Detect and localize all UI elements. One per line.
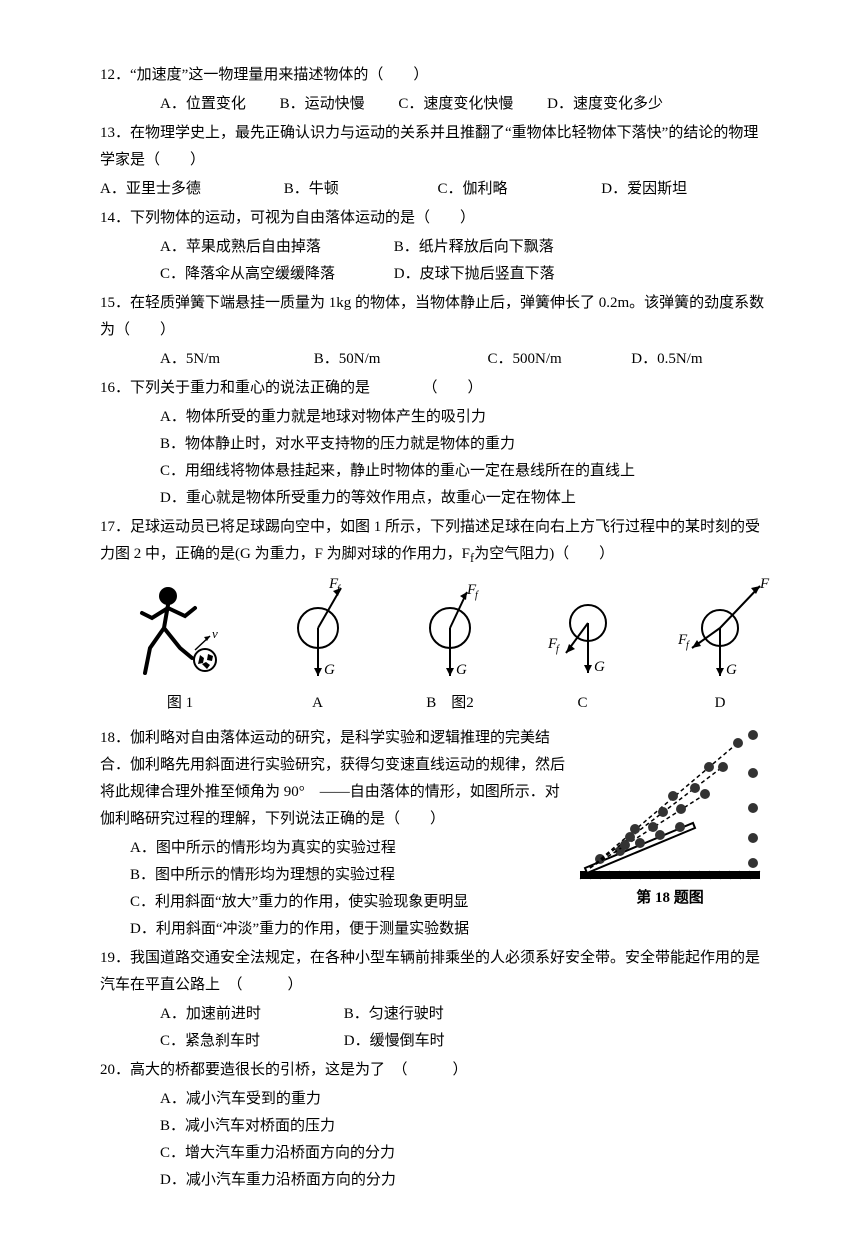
q17-label-b: B <box>426 695 436 711</box>
q17-stem-part2: 为空气阻力)（ ） <box>474 546 614 562</box>
q19-opt-d: D．缓慢倒车时 <box>344 1033 445 1049</box>
q14-stem: 14．下列物体的运动，可视为自由落体运动的是（ ） <box>100 205 770 232</box>
q13-opt-c: C．伽利略 <box>438 176 568 203</box>
q16-opt-a: A．物体所受的重力就是地球对物体产生的吸引力 <box>160 404 770 431</box>
q20-opt-c: C．增大汽车重力沿桥面方向的分力 <box>160 1140 770 1167</box>
svg-text:f: f <box>686 640 690 651</box>
q18-fig-label: 第 18 题图 <box>570 885 770 912</box>
q18-opt-c: C．利用斜面“放大”重力的作用，使实验现象更明显 <box>100 889 566 916</box>
q14-opt-c: C．降落伞从高空缓缓降落 <box>160 261 390 288</box>
q19-opt-b: B．匀速行驶时 <box>344 1006 444 1022</box>
q15-opt-d: D．0.5N/m <box>631 351 702 367</box>
q15-stem-text: 15．在轻质弹簧下端悬挂一质量为 1kg 的物体，当物体静止后，弹簧伸长了 0.… <box>100 295 764 338</box>
q17-fig1: v 图 1 <box>130 578 230 717</box>
q17-label-d: D <box>670 690 770 717</box>
q18-opt-b: B．图中所示的情形均为理想的实验过程 <box>100 862 566 889</box>
q20-stem: 20．高大的桥都要造很长的引桥，这是为了 （ ） <box>100 1057 770 1084</box>
q12-opt-d: D．速度变化多少 <box>547 91 663 118</box>
svg-text:G: G <box>726 662 737 678</box>
q18-block: 18．伽利略对自由落体运动的研究，是科学实验和逻辑推理的完美结合．伽利略先用斜面… <box>100 723 770 943</box>
q19-opt-a: A．加速前进时 <box>160 1001 340 1028</box>
q13-options: A．亚里士多德 B．牛顿 C．伽利略 D．爱因斯坦 <box>100 176 770 203</box>
q18-opt-a: A．图中所示的情形均为真实的实验过程 <box>100 835 566 862</box>
q16-opt-c: C．用细线将物体悬挂起来，静止时物体的重心一定在悬线所在的直线上 <box>160 458 770 485</box>
q17-fig1-label: 图 1 <box>130 690 230 717</box>
q16-opt-b: B．物体静止时，对水平支持物的压力就是物体的重力 <box>160 431 770 458</box>
svg-text:F: F <box>759 578 770 592</box>
svg-text:G: G <box>456 662 467 678</box>
q12-stem: 12．“加速度”这一物理量用来描述物体的（ ） <box>100 62 770 89</box>
q15-opt-b: B．50N/m <box>314 346 484 373</box>
q19-options: A．加速前进时 B．匀速行驶时 C．紧急刹车时 D．缓慢倒车时 <box>100 1001 770 1055</box>
q17-label-c: C <box>538 690 628 717</box>
svg-text:G: G <box>324 662 335 678</box>
svg-text:f: f <box>475 590 479 601</box>
q12-opt-c: C．速度变化快慢 <box>398 91 513 118</box>
q15-options: A．5N/m B．50N/m C．500N/m D．0.5N/m <box>100 346 770 373</box>
q14-opt-a: A．苹果成熟后自由掉落 <box>160 234 390 261</box>
q16-options: A．物体所受的重力就是地球对物体产生的吸引力 B．物体静止时，对水平支持物的压力… <box>100 404 770 512</box>
incline-diagram-icon <box>575 723 765 883</box>
q14-opt-d: D．皮球下抛后竖直下落 <box>394 266 555 282</box>
q13-stem: 13．在物理学史上，最先正确认识力与运动的关系并且推翻了“重物体比轻物体下落快”… <box>100 120 770 174</box>
q20-options: A．减小汽车受到的重力 B．减小汽车对桥面的压力 C．增大汽车重力沿桥面方向的分… <box>100 1086 770 1194</box>
svg-text:G: G <box>594 659 605 675</box>
q17-stem: 17．足球运动员已将足球踢向空中，如图 1 所示，下列描述足球在向右上方飞行过程… <box>100 514 770 570</box>
q12-opt-a: A．位置变化 <box>160 91 246 118</box>
q17-stem-part1: 17．足球运动员已将足球踢向空中，如图 1 所示，下列描述足球在向右上方飞行过程… <box>100 519 760 562</box>
q17-diagram-b: G F f B 图2 <box>405 578 495 717</box>
q13-opt-d: D．爱因斯坦 <box>601 176 687 203</box>
q15-opt-c: C．500N/m <box>488 346 628 373</box>
q18-stem: 18．伽利略对自由落体运动的研究，是科学实验和逻辑推理的完美结合．伽利略先用斜面… <box>100 725 566 833</box>
q12-options: A．位置变化 B．运动快慢 C．速度变化快慢 D．速度变化多少 <box>100 91 770 118</box>
q17-figure-row: v 图 1 G F f A G F f <box>130 578 770 717</box>
q17-fig2-label: 图2 <box>451 695 474 711</box>
q20-opt-d: D．减小汽车重力沿桥面方向的分力 <box>160 1167 770 1194</box>
player-icon: v <box>130 578 230 688</box>
q16-opt-d: D．重心就是物体所受重力的等效作用点，故重心一定在物体上 <box>160 485 770 512</box>
q18-figure: 第 18 题图 <box>570 723 770 912</box>
q16-stem: 16．下列关于重力和重心的说法正确的是 （ ） <box>100 375 770 402</box>
q18-opt-d: D．利用斜面“冲淡”重力的作用，便于测量实验数据 <box>100 916 566 943</box>
q15-stem: 15．在轻质弹簧下端悬挂一质量为 1kg 的物体，当物体静止后，弹簧伸长了 0.… <box>100 290 770 344</box>
q15-opt-a: A．5N/m <box>160 346 310 373</box>
q17-diagram-a: G F f A <box>273 578 363 717</box>
q13-opt-a: A．亚里士多德 <box>100 176 250 203</box>
q20-opt-b: B．减小汽车对桥面的压力 <box>160 1113 770 1140</box>
q20-opt-a: A．减小汽车受到的重力 <box>160 1086 770 1113</box>
q13-opt-b: B．牛顿 <box>284 176 404 203</box>
svg-text:f: f <box>556 644 560 655</box>
q12-opt-b: B．运动快慢 <box>280 91 365 118</box>
q14-options: A．苹果成熟后自由掉落 B．纸片释放后向下飘落 C．降落伞从高空缓缓降落 D．皮… <box>100 234 770 288</box>
q19-opt-c: C．紧急刹车时 <box>160 1028 340 1055</box>
q17-diagram-d: G F F f D <box>670 578 770 717</box>
q19-stem: 19．我国道路交通安全法规定，在各种小型车辆前排乘坐的人必须系好安全带。安全带能… <box>100 945 770 999</box>
q17-diagram-c: G F f C <box>538 578 628 717</box>
q17-label-a: A <box>273 690 363 717</box>
v-label: v <box>212 626 218 641</box>
q14-opt-b: B．纸片释放后向下飘落 <box>394 239 554 255</box>
